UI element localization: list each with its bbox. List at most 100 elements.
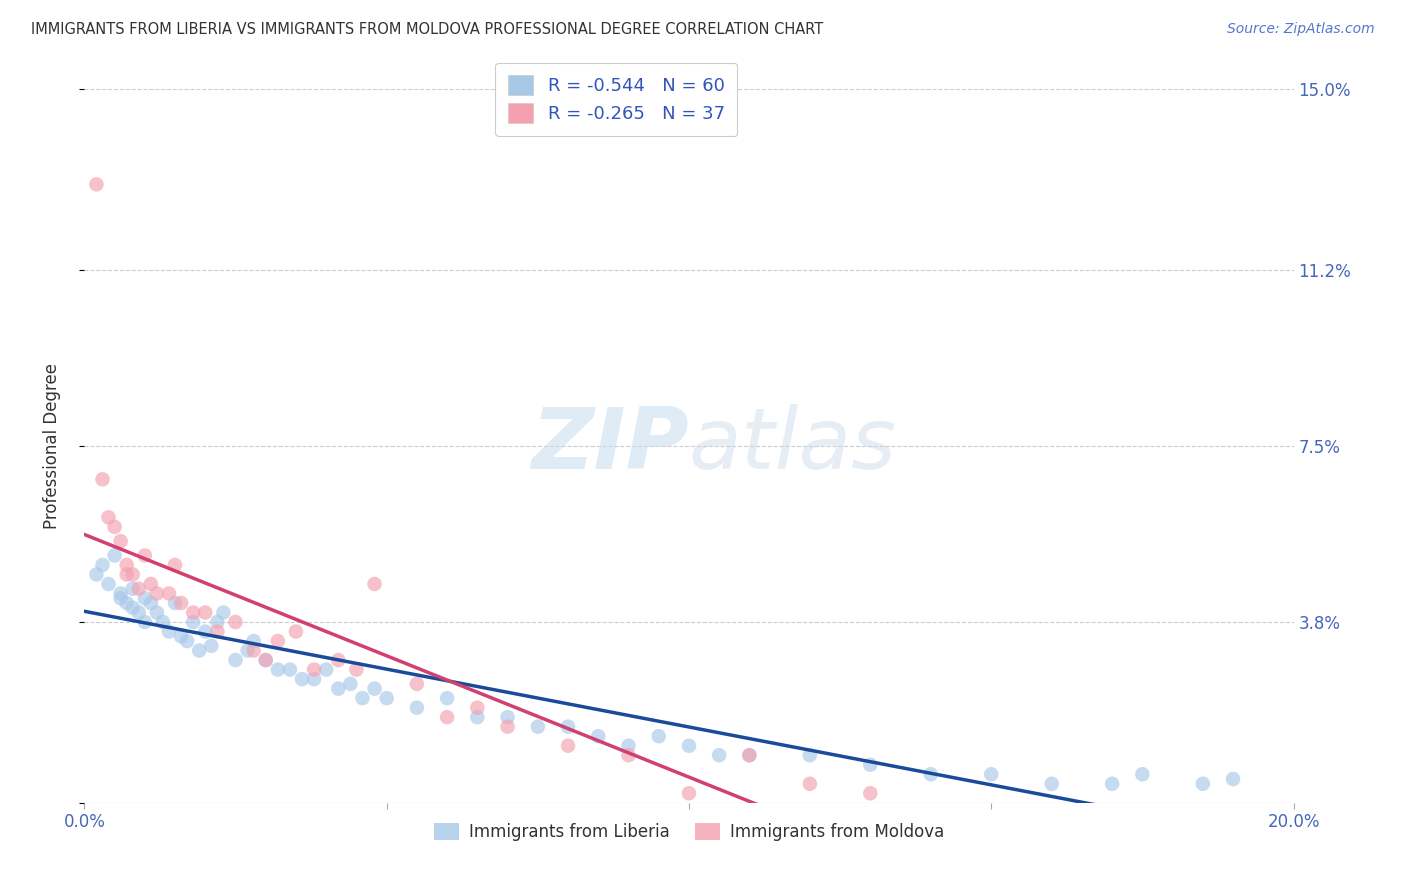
Point: [194, 624, 217, 639]
Point: [86, 567, 108, 582]
Point: [363, 681, 385, 696]
Point: [678, 739, 700, 753]
Point: [406, 700, 429, 714]
Point: [181, 606, 204, 620]
Point: [738, 748, 761, 763]
Point: [436, 691, 458, 706]
Point: [648, 729, 671, 743]
Point: [496, 710, 519, 724]
Legend: Immigrants from Liberia, Immigrants from Moldova: Immigrants from Liberia, Immigrants from…: [427, 816, 950, 848]
Point: [134, 615, 156, 629]
Point: [115, 596, 138, 610]
Point: [375, 691, 398, 706]
Point: [1101, 777, 1123, 791]
Point: [242, 643, 264, 657]
Point: [302, 672, 325, 686]
Point: [110, 586, 132, 600]
Point: [617, 748, 640, 763]
Point: [188, 643, 211, 657]
Point: [121, 567, 143, 582]
Point: [128, 582, 150, 596]
Point: [1040, 777, 1063, 791]
Point: [200, 639, 222, 653]
Point: [207, 615, 229, 629]
Point: [339, 677, 361, 691]
Point: [115, 558, 138, 572]
Point: [157, 586, 180, 600]
Point: [436, 710, 458, 724]
Point: [146, 586, 169, 600]
Point: [212, 606, 235, 620]
Text: IMMIGRANTS FROM LIBERIA VS IMMIGRANTS FROM MOLDOVA PROFESSIONAL DEGREE CORRELATI: IMMIGRANTS FROM LIBERIA VS IMMIGRANTS FR…: [31, 22, 823, 37]
Point: [157, 624, 180, 639]
Point: [165, 558, 187, 572]
Point: [267, 634, 290, 648]
Point: [97, 577, 120, 591]
Point: [557, 720, 579, 734]
Point: [242, 634, 264, 648]
Point: [176, 634, 198, 648]
Point: [139, 577, 162, 591]
Point: [267, 663, 290, 677]
Point: [346, 663, 368, 677]
Point: [467, 710, 489, 724]
Point: [110, 534, 132, 549]
Point: [588, 729, 610, 743]
Point: [278, 663, 301, 677]
Point: [181, 615, 204, 629]
Point: [859, 786, 882, 800]
Point: [980, 767, 1002, 781]
Point: [194, 606, 217, 620]
Point: [527, 720, 550, 734]
Point: [207, 624, 229, 639]
Point: [110, 591, 132, 606]
Point: [225, 653, 247, 667]
Point: [1192, 777, 1215, 791]
Point: [91, 472, 114, 486]
Point: [920, 767, 942, 781]
Point: [170, 629, 193, 643]
Point: [236, 643, 259, 657]
Point: [97, 510, 120, 524]
Y-axis label: Professional Degree: Professional Degree: [42, 363, 60, 529]
Point: [121, 600, 143, 615]
Point: [406, 677, 429, 691]
Point: [328, 681, 350, 696]
Text: ZIP: ZIP: [531, 404, 689, 488]
Point: [165, 596, 187, 610]
Point: [86, 178, 108, 192]
Point: [134, 549, 156, 563]
Point: [467, 700, 489, 714]
Point: [225, 615, 247, 629]
Point: [91, 558, 114, 572]
Point: [678, 786, 700, 800]
Point: [859, 757, 882, 772]
Point: [799, 748, 821, 763]
Point: [115, 567, 138, 582]
Text: atlas: atlas: [689, 404, 897, 488]
Point: [285, 624, 308, 639]
Point: [104, 549, 127, 563]
Point: [799, 777, 821, 791]
Point: [557, 739, 579, 753]
Point: [328, 653, 350, 667]
Point: [709, 748, 731, 763]
Point: [1130, 767, 1153, 781]
Point: [1222, 772, 1244, 786]
Point: [121, 582, 143, 596]
Point: [496, 720, 519, 734]
Point: [352, 691, 374, 706]
Point: [254, 653, 277, 667]
Point: [617, 739, 640, 753]
Point: [315, 663, 337, 677]
Point: [738, 748, 761, 763]
Point: [291, 672, 314, 686]
Point: [128, 606, 150, 620]
Point: [170, 596, 193, 610]
Point: [139, 596, 162, 610]
Point: [146, 606, 169, 620]
Point: [254, 653, 277, 667]
Point: [152, 615, 174, 629]
Point: [363, 577, 385, 591]
Point: [302, 663, 325, 677]
